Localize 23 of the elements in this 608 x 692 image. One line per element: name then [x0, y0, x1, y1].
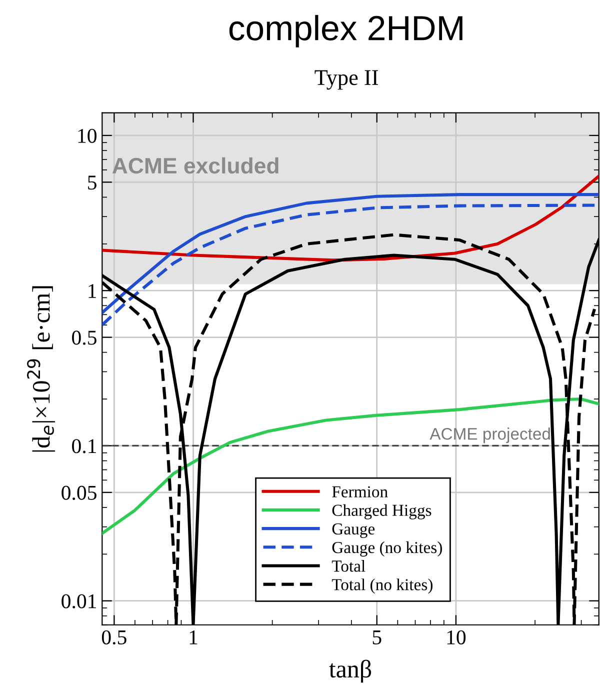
- legend-label: Gauge (no kites): [332, 541, 442, 557]
- y-tick-label: 0.05: [62, 486, 96, 500]
- ref-line-label: ACME projected: [430, 428, 550, 444]
- legend-label: Total: [332, 560, 366, 572]
- legend-label: Gauge: [332, 523, 375, 538]
- band-label: ACME excluded: [112, 157, 278, 174]
- x-axis-title: tanβ: [329, 660, 372, 683]
- y-tick-label: 1: [88, 284, 96, 298]
- y-tick-label: 0.5: [72, 330, 96, 345]
- y-axis-title: |d$_{e}$|×10$^{29}$ [e·cm]: [27, 286, 55, 452]
- legend-label: Charged Higgs: [332, 504, 432, 520]
- chart-title: complex 2HDM: [229, 14, 462, 48]
- y-tick-label: 0.01: [62, 594, 96, 608]
- y-tick-label: 10: [78, 128, 96, 143]
- x-tick-label: 0.5: [102, 630, 126, 644]
- legend-label: Fermion: [332, 486, 388, 498]
- chart-subtitle: Type II: [314, 70, 378, 90]
- y-tick-label: 5: [88, 176, 96, 190]
- x-tick-label: 10: [447, 630, 466, 644]
- x-tick-label: 1: [190, 630, 198, 644]
- x-tick-label: 5: [372, 630, 382, 644]
- legend-label: Total (no kites): [332, 578, 432, 594]
- y-tick-label: 0.1: [72, 439, 96, 454]
